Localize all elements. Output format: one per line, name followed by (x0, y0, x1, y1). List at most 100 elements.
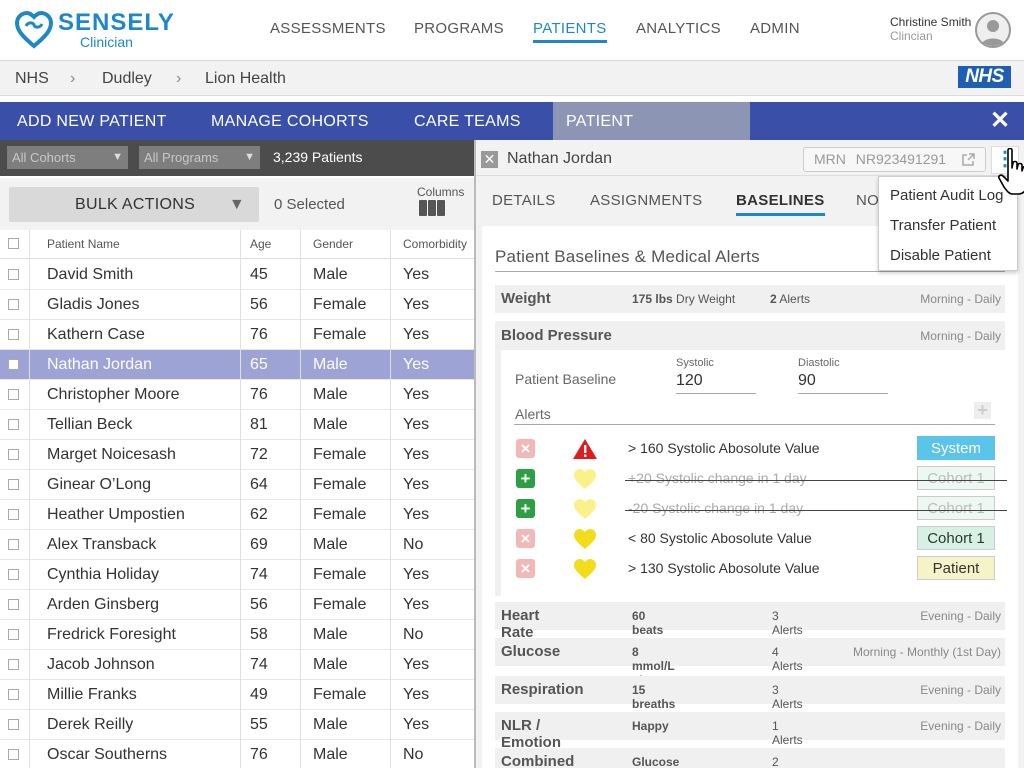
add-alert-icon[interactable]: + (974, 401, 991, 419)
table-row[interactable]: Nathan Jordan 65 Male Yes (0, 350, 474, 380)
alert-source-badge[interactable]: System (917, 436, 995, 460)
user-name[interactable]: Christine Smith (890, 15, 972, 29)
alert-source-badge[interactable]: Patient (917, 556, 995, 580)
menu-item-transfer-patient[interactable]: Transfer Patient (890, 217, 997, 234)
columns-icon[interactable] (419, 200, 447, 216)
nav-analytics[interactable]: ANALYTICS (636, 20, 721, 37)
row-checkbox[interactable] (8, 689, 19, 700)
row-checkbox[interactable] (8, 329, 19, 340)
header-age[interactable]: Age (250, 237, 272, 251)
tab-patient-assignment[interactable]: PATIENT ASSIGNMENT (553, 102, 750, 170)
row-checkbox[interactable] (8, 269, 19, 280)
systolic-input[interactable]: 120 (676, 372, 756, 394)
menu-item-disable-patient[interactable]: Disable Patient (890, 247, 991, 264)
row-checkbox[interactable] (8, 749, 19, 760)
nav-assessments[interactable]: ASSESSMENTS (270, 20, 386, 37)
table-row[interactable]: Fredrick Foresight 58 Male No (0, 620, 474, 650)
cell-patient-name: Alex Transback (47, 536, 157, 553)
bulk-actions-button[interactable]: BULK ACTIONS ▼ (9, 187, 259, 222)
header-comorbidity[interactable]: Comorbidity (403, 237, 468, 251)
row-checkbox[interactable] (8, 539, 19, 550)
remove-alert-icon[interactable]: × (516, 439, 535, 458)
nav-programs[interactable]: PROGRAMS (414, 20, 504, 37)
breadcrumb-lion-health[interactable]: Lion Health (205, 70, 286, 87)
table-row[interactable]: Arden Ginsberg 56 Female Yes (0, 590, 474, 620)
table-row[interactable]: Heather Umpostien 62 Female Yes (0, 500, 474, 530)
subtab-details[interactable]: DETAILS (492, 192, 556, 209)
cell-comorbidity: Yes (403, 566, 430, 583)
subtab-baselines[interactable]: BASELINES (736, 192, 825, 216)
enable-alert-icon[interactable]: + (516, 499, 535, 518)
row-checkbox[interactable] (8, 359, 19, 370)
table-row[interactable]: Cynthia Holiday 74 Female Yes (0, 560, 474, 590)
table-row[interactable]: Derek Reilly 55 Male Yes (0, 710, 474, 740)
metric-frequency: Morning - Daily (920, 292, 1001, 306)
close-panel-icon[interactable]: ✕ (481, 151, 498, 168)
cell-gender: Female (313, 566, 367, 583)
breadcrumb-nhs[interactable]: NHS (15, 70, 49, 87)
subtab-notes[interactable]: NO (856, 192, 880, 209)
panel-patient-name: Nathan Jordan (507, 150, 612, 167)
cell-comorbidity: Yes (403, 416, 430, 433)
remove-alert-icon[interactable]: × (516, 529, 535, 548)
diastolic-input[interactable]: 90 (798, 372, 888, 394)
cell-patient-name: Kathern Case (47, 326, 145, 343)
metric-row[interactable] (495, 712, 1005, 740)
row-checkbox[interactable] (8, 509, 19, 520)
metric-row[interactable] (495, 748, 1005, 768)
table-row[interactable]: Marget Noicesash 72 Female Yes (0, 440, 474, 470)
row-checkbox[interactable] (8, 419, 19, 430)
row-checkbox[interactable] (8, 449, 19, 460)
mrn-field[interactable]: MRN NR923491291 (803, 147, 986, 172)
close-icon[interactable]: ✕ (990, 107, 1011, 134)
row-checkbox[interactable] (8, 719, 19, 730)
nav-patients[interactable]: PATIENTS (533, 20, 607, 43)
row-checkbox[interactable] (8, 389, 19, 400)
metric-row[interactable] (495, 602, 1005, 630)
table-row[interactable]: Jacob Johnson 74 Male Yes (0, 650, 474, 680)
table-row[interactable]: Millie Franks 49 Female Yes (0, 680, 474, 710)
metric-row[interactable] (495, 676, 1005, 704)
table-row[interactable]: Gladis Jones 56 Female Yes (0, 290, 474, 320)
alert-source-badge[interactable]: Cohort 1 (917, 526, 995, 550)
cell-age: 62 (250, 506, 268, 523)
table-row[interactable]: Tellian Beck 81 Male Yes (0, 410, 474, 440)
select-all-checkbox[interactable] (8, 238, 19, 249)
table-row[interactable]: Ginear O’Long 64 Female Yes (0, 470, 474, 500)
avatar[interactable] (975, 12, 1011, 48)
cohort-select[interactable]: All Cohorts ▼ (7, 146, 128, 169)
breadcrumb-dudley[interactable]: Dudley (102, 70, 152, 87)
row-checkbox[interactable] (8, 599, 19, 610)
menu-item-audit-log[interactable]: Patient Audit Log (890, 187, 1004, 204)
row-checkbox[interactable] (8, 299, 19, 310)
top-header (0, 0, 1024, 61)
alert-source-badge[interactable]: Cohort 1 (917, 466, 995, 490)
row-checkbox[interactable] (8, 629, 19, 640)
cell-patient-name: Christopher Moore (47, 386, 180, 403)
nav-admin[interactable]: ADMIN (750, 20, 800, 37)
table-row[interactable]: Oscar Southerns 76 Male No (0, 740, 474, 768)
external-link-icon[interactable] (962, 153, 975, 166)
cell-gender: Male (313, 266, 348, 283)
table-row[interactable]: Alex Transback 69 Male No (0, 530, 474, 560)
program-select[interactable]: All Programs ▼ (139, 146, 260, 169)
tab-manage-cohorts[interactable]: MANAGE COHORTS (211, 113, 369, 130)
tab-add-new-patient[interactable]: ADD NEW PATIENT (17, 113, 167, 130)
header-gender[interactable]: Gender (313, 237, 354, 251)
row-checkbox[interactable] (8, 659, 19, 670)
header-patient-name[interactable]: Patient Name (47, 237, 120, 251)
row-checkbox[interactable] (8, 569, 19, 580)
row-checkbox[interactable] (8, 479, 19, 490)
table-row[interactable]: Kathern Case 76 Female Yes (0, 320, 474, 350)
alert-source-badge[interactable]: Cohort 1 (917, 496, 995, 520)
tab-care-teams[interactable]: CARE TEAMS (414, 113, 521, 130)
enable-alert-icon[interactable]: + (516, 469, 535, 488)
remove-alert-icon[interactable]: × (516, 559, 535, 578)
metric-row[interactable] (495, 638, 1005, 666)
subtab-assignments[interactable]: ASSIGNMENTS (590, 192, 703, 209)
table-row[interactable]: David Smith 45 Male Yes (0, 260, 474, 290)
column-divider (300, 230, 301, 768)
chevron-down-icon: ▼ (244, 151, 255, 163)
table-row[interactable]: Christopher Moore 76 Male Yes (0, 380, 474, 410)
metric-row-weight[interactable] (495, 285, 1005, 313)
